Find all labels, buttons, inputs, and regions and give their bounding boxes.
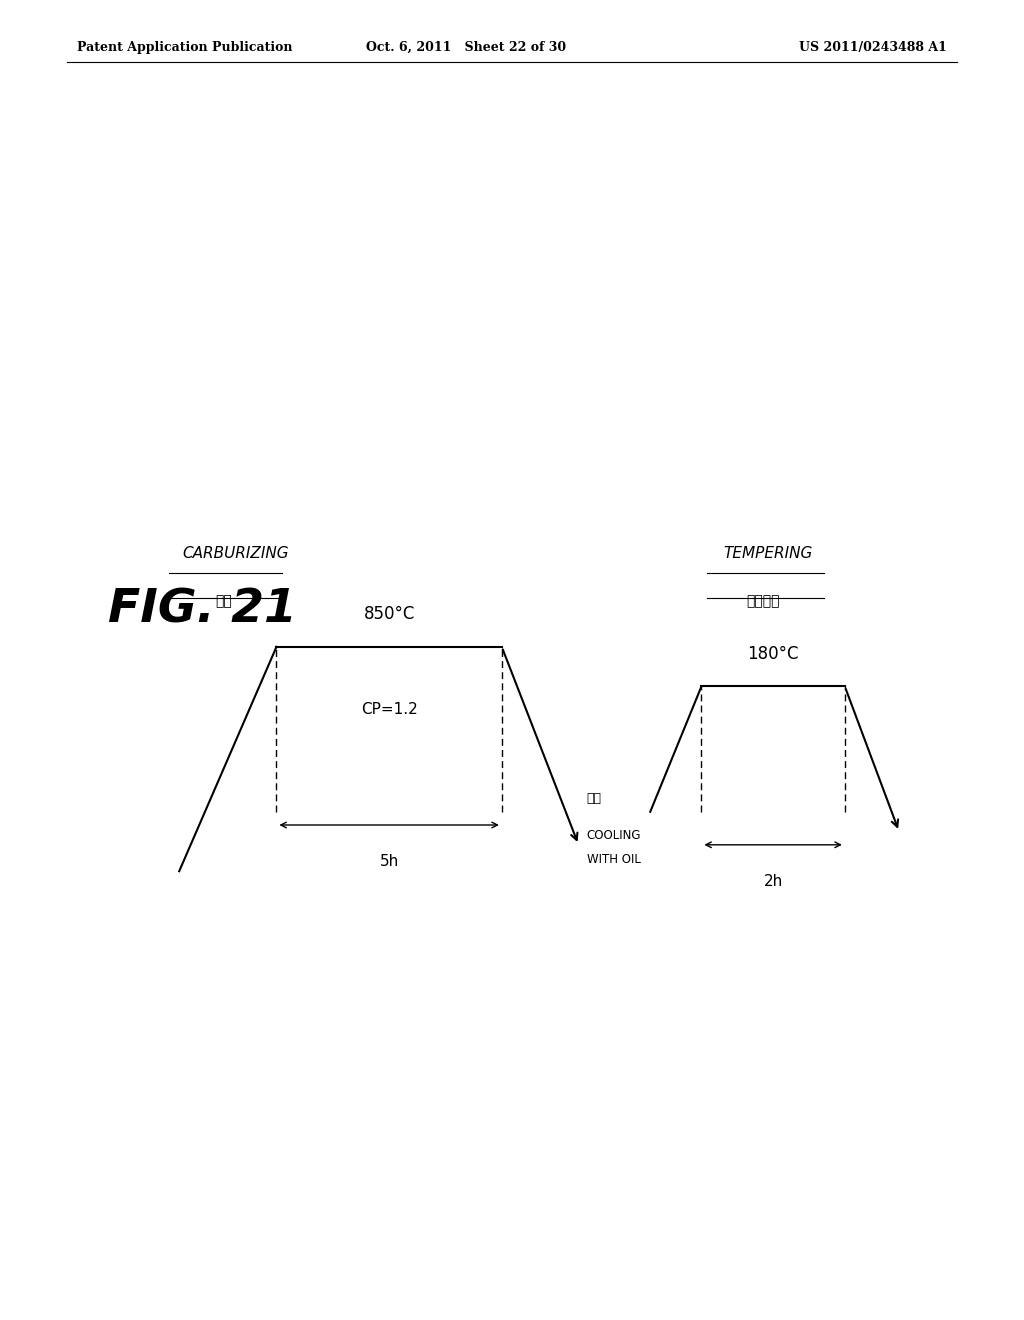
Text: 180°C: 180°C (748, 644, 799, 663)
Text: 油冷: 油冷 (587, 792, 602, 805)
Text: CARBURIZING: CARBURIZING (182, 546, 289, 561)
Text: TEMPERING: TEMPERING (723, 546, 813, 561)
Text: FIG. 21: FIG. 21 (108, 587, 296, 632)
Text: WITH OIL: WITH OIL (587, 853, 641, 866)
Text: 850°C: 850°C (364, 605, 415, 623)
Text: 5h: 5h (380, 854, 398, 869)
Text: 焼もどし: 焼もどし (746, 594, 779, 609)
Text: Patent Application Publication: Patent Application Publication (77, 41, 292, 54)
Text: 2h: 2h (764, 874, 782, 888)
Text: US 2011/0243488 A1: US 2011/0243488 A1 (800, 41, 947, 54)
Text: Oct. 6, 2011   Sheet 22 of 30: Oct. 6, 2011 Sheet 22 of 30 (366, 41, 566, 54)
Text: COOLING: COOLING (587, 829, 641, 842)
Text: CP=1.2: CP=1.2 (360, 702, 418, 717)
Text: 浸炭: 浸炭 (215, 594, 231, 609)
